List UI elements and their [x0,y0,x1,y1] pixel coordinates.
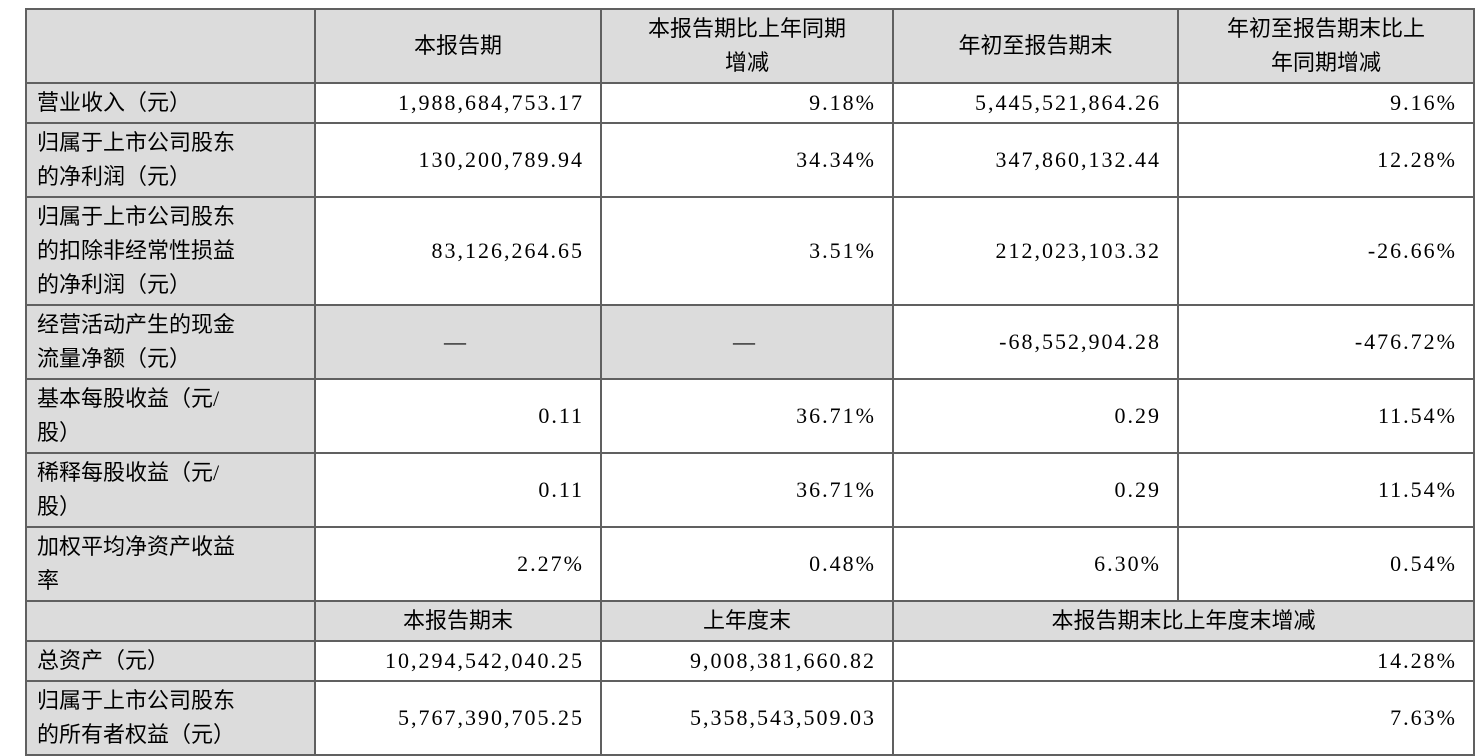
cell-current-period: 130,200,789.94 [314,122,602,198]
cell-end-of-last-year: 9,008,381,660.82 [600,640,894,682]
header2-end-of-period: 本报告期末 [314,600,602,642]
table-row-revenue: 营业收入（元） 1,988,684,753.17 9.18% 5,445,521… [25,82,1475,124]
cell-end-of-period: 5,767,390,705.25 [314,680,602,756]
cell-ytd: 6.30% [892,526,1179,602]
row-label: 营业收入（元） [25,82,316,124]
header-current-period: 本报告期 [314,8,602,84]
header2-change: 本报告期末比上年度末增减 [892,600,1475,642]
row-label: 基本每股收益（元/ 股） [25,378,316,454]
row-label: 总资产（元） [25,640,316,682]
header-yoy-change: 本报告期比上年同期 增减 [600,8,894,84]
table-row-net-profit: 归属于上市公司股东 的净利润（元） 130,200,789.94 34.34% … [25,122,1475,198]
cell-ytd-yoy-change: 12.28% [1177,122,1475,198]
cell-ytd-yoy-change: -26.66% [1177,196,1475,306]
cell-ytd-yoy-change: 0.54% [1177,526,1475,602]
cell-ytd-yoy-change: 9.16% [1177,82,1475,124]
cell-ytd-yoy-change: 11.54% [1177,378,1475,454]
cell-yoy-change: 0.48% [600,526,894,602]
cell-change: 14.28% [892,640,1475,682]
header-ytd: 年初至报告期末 [892,8,1179,84]
cell-current-period: 0.11 [314,378,602,454]
cell-current-period: 83,126,264.65 [314,196,602,306]
cell-current-period: 1,988,684,753.17 [314,82,602,124]
cell-yoy-change: 3.51% [600,196,894,306]
row-label: 归属于上市公司股东 的净利润（元） [25,122,316,198]
table-row-basic-eps: 基本每股收益（元/ 股） 0.11 36.71% 0.29 11.54% [25,378,1475,454]
header-corner-cell [25,8,316,84]
row-label: 归属于上市公司股东 的扣除非经常性损益 的净利润（元） [25,196,316,306]
row-label: 稀释每股收益（元/ 股） [25,452,316,528]
cell-current-period: 2.27% [314,526,602,602]
cell-change: 7.63% [892,680,1475,756]
header-row-1: 本报告期 本报告期比上年同期 增减 年初至报告期末 年初至报告期末比上 年同期增… [25,8,1475,84]
table-row-equity: 归属于上市公司股东 的所有者权益（元） 5,767,390,705.25 5,3… [25,680,1475,756]
cell-yoy-change: 36.71% [600,378,894,454]
cell-ytd-yoy-change: 11.54% [1177,452,1475,528]
cell-ytd: 212,023,103.32 [892,196,1179,306]
cell-ytd: 0.29 [892,452,1179,528]
table-row-net-profit-excl-nonrecurring: 归属于上市公司股东 的扣除非经常性损益 的净利润（元） 83,126,264.6… [25,196,1475,306]
header-ytd-yoy-change: 年初至报告期末比上 年同期增减 [1177,8,1475,84]
cell-end-of-period: 10,294,542,040.25 [314,640,602,682]
row-label: 经营活动产生的现金 流量净额（元） [25,304,316,380]
cell-ytd: 0.29 [892,378,1179,454]
cell-end-of-last-year: 5,358,543,509.03 [600,680,894,756]
cell-ytd: -68,552,904.28 [892,304,1179,380]
header-row-2: 本报告期末 上年度末 本报告期末比上年度末增减 [25,600,1475,642]
row-label: 归属于上市公司股东 的所有者权益（元） [25,680,316,756]
table-row-total-assets: 总资产（元） 10,294,542,040.25 9,008,381,660.8… [25,640,1475,682]
cell-current-period-dash: — [314,304,602,380]
cell-yoy-change: 34.34% [600,122,894,198]
cell-current-period: 0.11 [314,452,602,528]
cell-ytd: 347,860,132.44 [892,122,1179,198]
table-row-diluted-eps: 稀释每股收益（元/ 股） 0.11 36.71% 0.29 11.54% [25,452,1475,528]
header2-corner-cell [25,600,316,642]
cell-yoy-change: 9.18% [600,82,894,124]
row-label: 加权平均净资产收益 率 [25,526,316,602]
cell-ytd-yoy-change: -476.72% [1177,304,1475,380]
table-row-weighted-avg-roe: 加权平均净资产收益 率 2.27% 0.48% 6.30% 0.54% [25,526,1475,602]
cell-yoy-change-dash: — [600,304,894,380]
table-row-operating-cash-flow: 经营活动产生的现金 流量净额（元） — — -68,552,904.28 -47… [25,304,1475,380]
financial-summary-table: 本报告期 本报告期比上年同期 增减 年初至报告期末 年初至报告期末比上 年同期增… [25,8,1475,756]
cell-ytd: 5,445,521,864.26 [892,82,1179,124]
header2-end-of-last-year: 上年度末 [600,600,894,642]
cell-yoy-change: 36.71% [600,452,894,528]
